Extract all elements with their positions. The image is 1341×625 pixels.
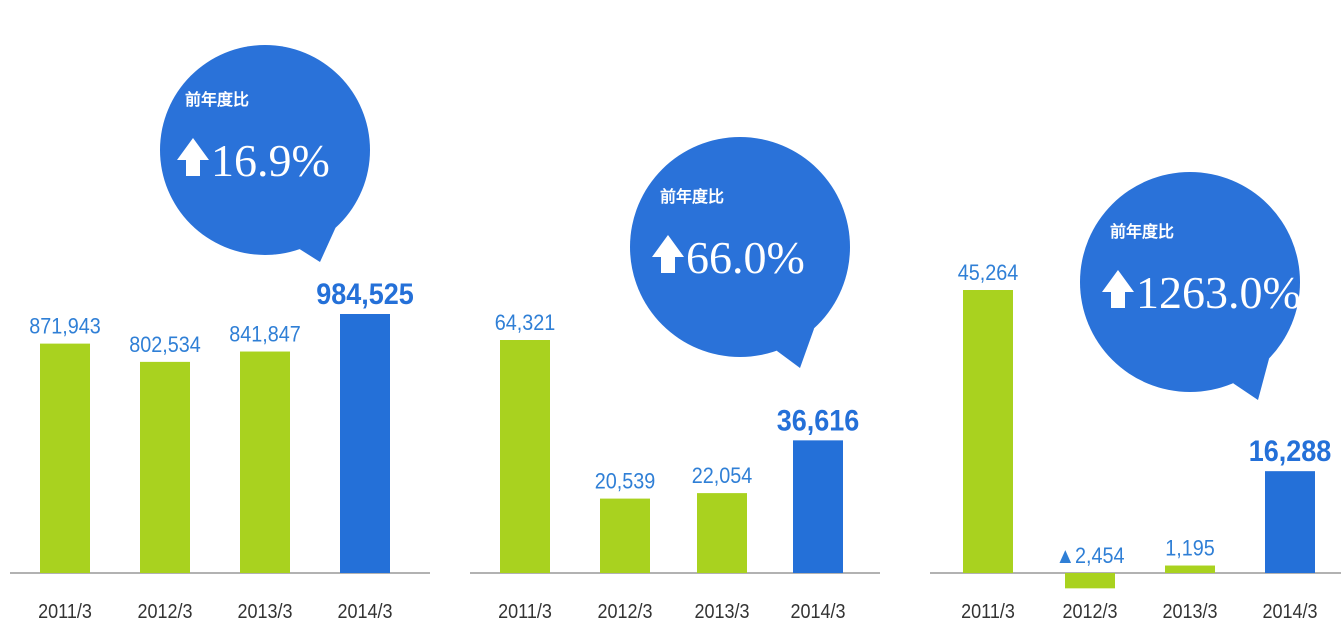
bar bbox=[1165, 565, 1215, 573]
value-label: 45,264 bbox=[958, 261, 1019, 285]
callout-tail bbox=[299, 227, 336, 262]
callout: 前年度比 1263.0% bbox=[1080, 172, 1301, 400]
callout-tail bbox=[776, 328, 815, 368]
value-label: ▲2,454 bbox=[1055, 544, 1124, 568]
callout-value: 66.0% bbox=[686, 232, 805, 283]
bar bbox=[240, 351, 290, 573]
x-tick-label: 2013/3 bbox=[694, 601, 749, 623]
value-label: 871,943 bbox=[29, 315, 101, 339]
callout-tail bbox=[1233, 358, 1270, 400]
callout-bubble bbox=[1080, 172, 1300, 392]
bar bbox=[340, 314, 390, 573]
value-label: 20,539 bbox=[595, 470, 656, 494]
callout-text: 前年度比 bbox=[185, 90, 249, 109]
bar bbox=[793, 440, 843, 573]
callout-text: 前年度比 bbox=[660, 187, 724, 206]
up-arrow bbox=[652, 235, 684, 273]
bar bbox=[697, 493, 747, 573]
value-label: 64,321 bbox=[495, 311, 556, 335]
x-tick-label: 2011/3 bbox=[961, 601, 1015, 623]
value-label: 22,054 bbox=[692, 464, 753, 488]
bar bbox=[40, 343, 90, 573]
bar bbox=[963, 290, 1013, 573]
bar bbox=[500, 340, 550, 573]
bar bbox=[1265, 471, 1315, 573]
up-arrow bbox=[1102, 270, 1134, 308]
x-tick-label: 2011/3 bbox=[498, 601, 552, 623]
x-tick-label: 2014/3 bbox=[790, 601, 845, 623]
callout-value: 16.9% bbox=[211, 135, 330, 186]
x-tick-label: 2012/3 bbox=[1062, 601, 1117, 623]
callout-bubble bbox=[630, 137, 850, 357]
bar bbox=[600, 498, 650, 573]
bar bbox=[140, 361, 190, 573]
callout-text: 前年度比 bbox=[1110, 222, 1174, 241]
value-label: 16,288 bbox=[1249, 435, 1332, 469]
callout-value: 1263.0% bbox=[1136, 267, 1301, 318]
x-tick-label: 2012/3 bbox=[597, 601, 652, 623]
x-tick-label: 2013/3 bbox=[1162, 601, 1217, 623]
x-tick-label: 2012/3 bbox=[137, 601, 192, 623]
x-tick-label: 2011/3 bbox=[38, 601, 92, 623]
value-label: 36,616 bbox=[777, 404, 860, 438]
callout-bubble bbox=[160, 45, 370, 255]
value-label: 984,525 bbox=[316, 278, 414, 312]
bar bbox=[1065, 573, 1115, 589]
callout: 前年度比 16.9% bbox=[160, 45, 370, 262]
value-label: 802,534 bbox=[129, 333, 201, 357]
callout: 前年度比 66.0% bbox=[630, 137, 850, 368]
value-label: 841,847 bbox=[229, 323, 301, 347]
x-tick-label: 2014/3 bbox=[337, 601, 392, 623]
x-tick-label: 2014/3 bbox=[1262, 601, 1317, 623]
up-arrow bbox=[177, 138, 209, 176]
value-label: 1,195 bbox=[1165, 537, 1215, 561]
x-tick-label: 2013/3 bbox=[237, 601, 292, 623]
